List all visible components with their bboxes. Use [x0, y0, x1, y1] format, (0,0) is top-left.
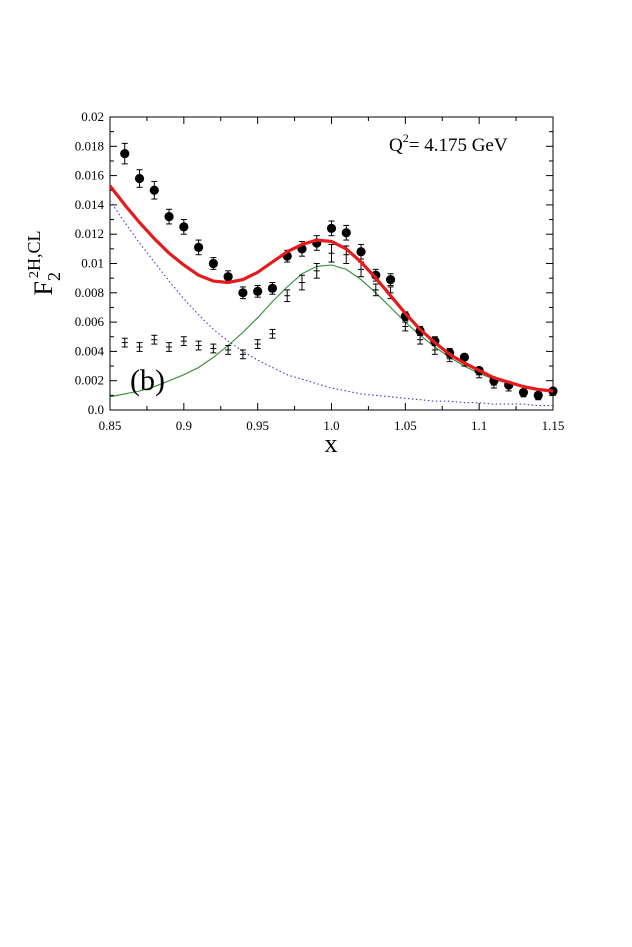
data-point-errorbar	[328, 243, 335, 263]
series-layer	[108, 142, 558, 407]
data-point-errorbar	[431, 345, 438, 355]
data-point-filled	[312, 235, 322, 251]
y-axis: 0.0 0.002 0.004 0.006 0.008 0.01 0.012 0.014 0.0…	[75, 109, 553, 417]
x-tick-label: 0.9	[176, 418, 192, 433]
total-model-curve	[108, 184, 554, 393]
y-tick-label: 0.006	[75, 314, 105, 329]
y-label-sub: 2	[44, 272, 64, 281]
y-label-main: F	[29, 281, 58, 295]
data-point-filled	[208, 257, 218, 270]
data-point-filled	[120, 142, 130, 165]
data-point-errorbar	[372, 283, 379, 297]
data-point-errorbar	[313, 263, 320, 279]
data-point-filled	[267, 282, 278, 295]
x-tick-label: 1.15	[542, 418, 565, 433]
data-point-errorbar	[180, 336, 187, 347]
data-point-filled	[134, 169, 145, 188]
data-point-errorbar	[136, 342, 143, 352]
q-value: = 4.175 GeV	[409, 135, 508, 156]
y-tick-label: 0.008	[75, 285, 104, 300]
data-point-errorbar	[239, 349, 246, 360]
q-symbol: Q	[389, 135, 403, 156]
data-point-filled	[341, 224, 351, 241]
data-point-filled	[179, 219, 189, 235]
data-point-filled	[326, 220, 337, 237]
svg-text:F22H,CL: F22H,CL	[24, 231, 64, 296]
x-tick-label: 1.0	[323, 418, 339, 433]
data-point-filled	[356, 243, 366, 260]
y-label-sup: 2	[27, 271, 42, 278]
data-point-filled	[253, 284, 263, 298]
y-tick-label: 0.014	[75, 197, 105, 212]
y-tick-label: 0.002	[75, 373, 104, 388]
y-tick-label: 0.02	[81, 109, 104, 124]
data-point-errorbar	[298, 274, 305, 291]
y-tick-label: 0.016	[75, 168, 105, 183]
data-point-filled	[238, 286, 248, 300]
x-axis: 0.85 0.9 0.95 1.0 1.05 1.1 1.15	[99, 117, 565, 433]
data-point-errorbar	[210, 343, 217, 354]
y-tick-label: 0.004	[75, 343, 105, 358]
data-point-filled	[518, 387, 529, 398]
data-point-filled	[194, 239, 204, 256]
x-tick-label: 0.85	[99, 418, 122, 433]
data-point-filled	[533, 390, 543, 400]
data-point-errorbar	[254, 339, 261, 349]
plot-frame	[109, 116, 554, 411]
data-point-errorbar	[225, 345, 232, 355]
q-superscript: 2	[403, 131, 409, 145]
x-tick-label: 0.95	[246, 418, 269, 433]
y-tick-label: 0.012	[75, 226, 104, 241]
y-axis-label: F22H,CL	[24, 231, 64, 296]
data-point-errorbar	[166, 342, 173, 352]
panel-label: (b)	[130, 364, 165, 397]
data-point-errorbar	[284, 289, 291, 303]
y-tick-label: 0.01	[81, 256, 104, 271]
x-tick-label: 1.1	[471, 418, 487, 433]
data-point-filled	[164, 208, 174, 225]
data-point-errorbar	[121, 337, 128, 348]
data-point-filled	[385, 273, 396, 286]
data-point-filled	[149, 180, 159, 200]
data-point-errorbar	[402, 321, 409, 332]
x-axis-label: x	[325, 429, 338, 458]
data-point-errorbar	[151, 334, 158, 345]
q-annotation: Q2= 4.175 GeV	[389, 131, 508, 156]
data-point-filled	[459, 352, 469, 362]
data-point-errorbar	[269, 328, 276, 339]
y-label-rest: H,CL	[24, 231, 44, 272]
data-point-errorbar	[195, 340, 202, 351]
y-tick-label: 0.0	[88, 402, 104, 417]
resonance-curve	[109, 264, 554, 398]
x-tick-label: 1.05	[394, 418, 417, 433]
y-tick-label: 0.018	[75, 138, 104, 153]
